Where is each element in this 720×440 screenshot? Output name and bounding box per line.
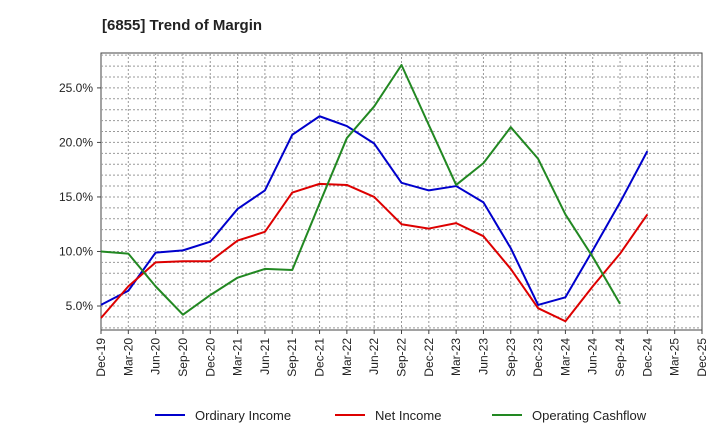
- y-tick-label: 15.0%: [59, 190, 93, 204]
- x-tick-label: Dec-24: [640, 338, 654, 377]
- x-tick-label: Dec-23: [531, 338, 545, 377]
- x-tick-label: Jun-24: [586, 338, 600, 375]
- x-tick-label: Sep-22: [395, 338, 409, 377]
- x-tick-label: Mar-23: [449, 338, 463, 376]
- x-tick-label: Mar-22: [340, 338, 354, 376]
- x-tick-label: Jun-23: [476, 338, 490, 375]
- x-tick-label: Jun-21: [258, 338, 272, 375]
- chart-title: [6855] Trend of Margin: [102, 17, 262, 34]
- y-axis-ticks: 5.0% 10.0% 15.0% 20.0% 25.0%: [59, 81, 101, 313]
- y-tick-label: 10.0%: [59, 244, 93, 258]
- x-tick-label: Mar-25: [668, 338, 682, 376]
- x-tick-label: Mar-21: [231, 338, 245, 376]
- x-tick-label: Sep-23: [504, 338, 518, 377]
- x-tick-label: Jun-22: [367, 338, 381, 375]
- series-line-net-income: [100, 182, 649, 323]
- y-tick-label: 25.0%: [59, 81, 93, 95]
- y-tick-label: 5.0%: [66, 299, 94, 313]
- y-tick-label: 20.0%: [59, 135, 93, 149]
- x-tick-label: Sep-24: [613, 338, 627, 377]
- series-line-operating-cashflow: [100, 64, 621, 316]
- legend-label-operating-cashflow: Operating Cashflow: [532, 408, 647, 423]
- x-tick-label: Dec-21: [313, 338, 327, 377]
- x-tick-label: Dec-19: [94, 338, 108, 377]
- x-tick-label: Mar-20: [121, 338, 135, 376]
- series-lines: [100, 64, 649, 323]
- x-tick-label: Sep-20: [176, 338, 190, 377]
- series-line-ordinary-income: [100, 115, 649, 306]
- x-axis-ticks: Dec-19 Mar-20 Jun-20 Sep-20 Dec-20 Mar-21 Jun-…: [94, 330, 709, 377]
- x-tick-label: Dec-22: [422, 338, 436, 377]
- legend-label-ordinary-income: Ordinary Income: [195, 408, 291, 423]
- x-tick-label: Dec-20: [203, 338, 217, 377]
- legend-label-net-income: Net Income: [375, 408, 441, 423]
- x-tick-label: Jun-20: [149, 338, 163, 375]
- legend: Ordinary Income Net Income Operating Cashf…: [155, 408, 647, 423]
- x-tick-label: Sep-21: [285, 338, 299, 377]
- x-tick-label: Dec-25: [695, 338, 709, 377]
- x-tick-label: Mar-24: [558, 338, 572, 376]
